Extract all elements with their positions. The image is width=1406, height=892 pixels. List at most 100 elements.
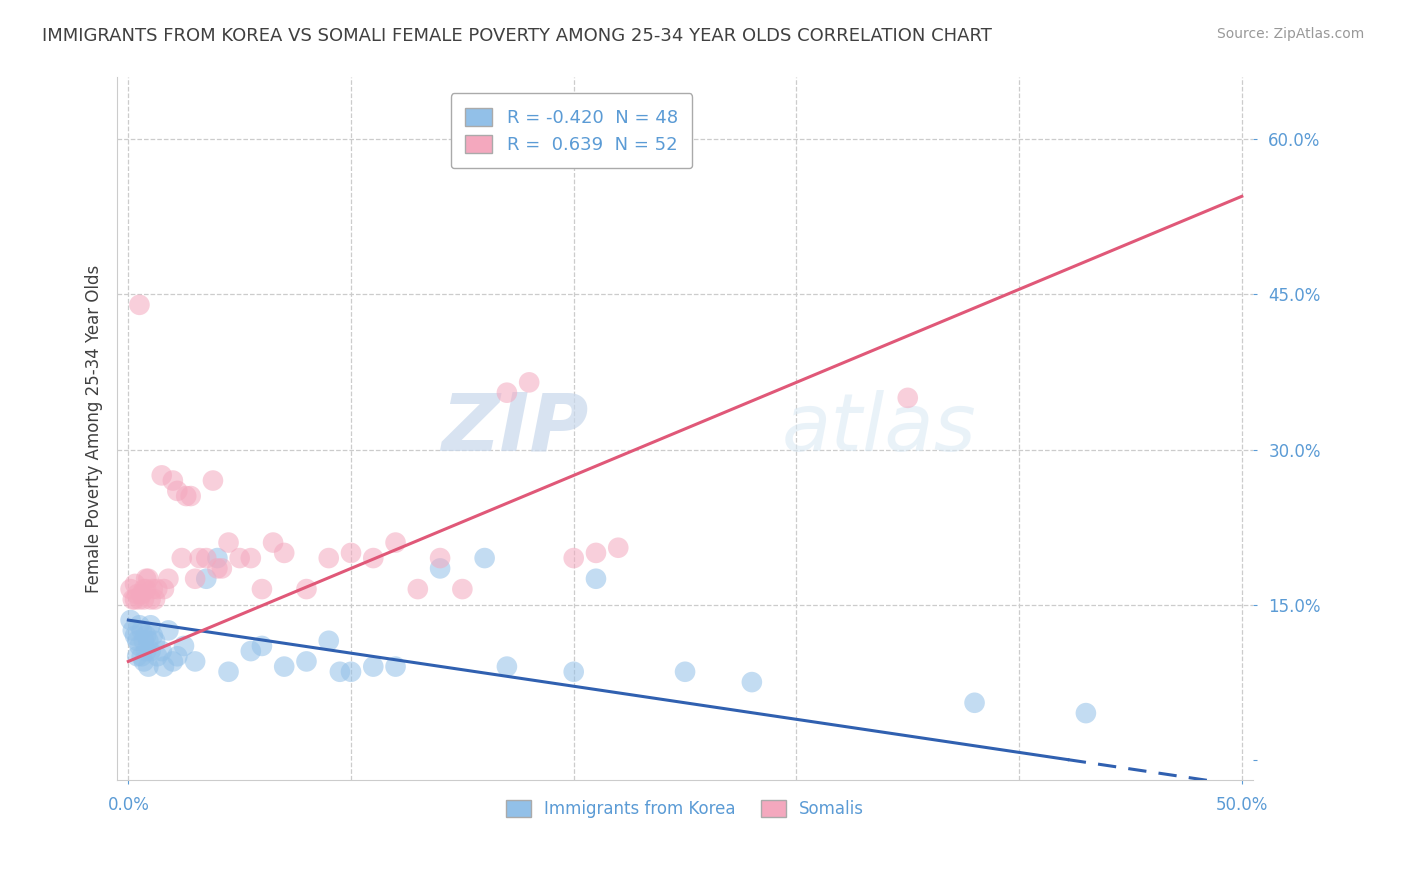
Point [239, 551, 262, 566]
Point [188, 551, 211, 566]
Point [963, 696, 986, 710]
Point [673, 665, 696, 679]
Point [174, 489, 197, 503]
Point [128, 618, 150, 632]
Point [184, 655, 207, 669]
Point [340, 546, 363, 560]
Point [131, 624, 153, 638]
Point [127, 649, 149, 664]
Point [157, 572, 180, 586]
Point [128, 639, 150, 653]
Point [250, 582, 273, 596]
Point [131, 587, 153, 601]
Point [132, 655, 155, 669]
Point [162, 655, 184, 669]
Point [166, 483, 188, 498]
Point [195, 551, 218, 566]
Text: IMMIGRANTS FROM KOREA VS SOMALI FEMALE POVERTY AMONG 25-34 YEAR OLDS CORRELATION: IMMIGRANTS FROM KOREA VS SOMALI FEMALE P… [42, 27, 993, 45]
Point [121, 624, 143, 638]
Y-axis label: Female Poverty Among 25-34 Year Olds: Female Poverty Among 25-34 Year Olds [86, 265, 103, 593]
Point [146, 582, 169, 596]
Point [120, 613, 142, 627]
Point [162, 474, 184, 488]
Point [295, 655, 318, 669]
Point [195, 572, 218, 586]
Point [146, 649, 169, 664]
Point [496, 659, 519, 673]
Point [207, 551, 229, 566]
Point [135, 582, 157, 596]
Point [135, 644, 157, 658]
Point [585, 546, 607, 560]
Point [150, 644, 173, 658]
Point [239, 644, 262, 658]
Point [1074, 706, 1097, 720]
Point [127, 633, 149, 648]
Point [135, 629, 157, 643]
Point [211, 561, 233, 575]
Point [184, 572, 207, 586]
Text: ZIP: ZIP [441, 390, 589, 468]
Text: atlas: atlas [782, 390, 976, 468]
Point [463, 132, 485, 146]
Point [124, 592, 146, 607]
Point [207, 561, 229, 575]
Point [143, 633, 166, 648]
Point [153, 659, 176, 673]
Point [128, 298, 150, 312]
Point [135, 572, 157, 586]
Legend: Immigrants from Korea, Somalis: Immigrants from Korea, Somalis [499, 793, 870, 825]
Point [384, 659, 406, 673]
Point [228, 551, 250, 566]
Point [318, 551, 340, 566]
Point [295, 582, 318, 596]
Point [201, 474, 224, 488]
Point [124, 577, 146, 591]
Point [139, 618, 162, 632]
Point [318, 633, 340, 648]
Point [132, 592, 155, 607]
Point [142, 629, 165, 643]
Point [132, 633, 155, 648]
Point [474, 551, 496, 566]
Point [131, 649, 153, 664]
Point [143, 592, 166, 607]
Point [340, 665, 363, 679]
Point [121, 592, 143, 607]
Point [451, 582, 474, 596]
Point [607, 541, 630, 555]
Point [361, 659, 384, 673]
Point [142, 582, 165, 596]
Point [429, 561, 451, 575]
Point [429, 551, 451, 566]
Point [384, 535, 406, 549]
Point [166, 649, 188, 664]
Point [262, 535, 284, 549]
Point [562, 665, 585, 679]
Point [517, 376, 540, 390]
Point [329, 665, 352, 679]
Point [139, 592, 162, 607]
Point [585, 572, 607, 586]
Point [139, 644, 162, 658]
Point [150, 468, 173, 483]
Point [218, 665, 240, 679]
Point [127, 587, 149, 601]
Point [361, 551, 384, 566]
Point [180, 489, 202, 503]
Point [138, 659, 160, 673]
Point [250, 639, 273, 653]
Point [157, 624, 180, 638]
Point [273, 546, 295, 560]
Point [218, 535, 240, 549]
Point [120, 582, 142, 596]
Point [153, 582, 176, 596]
Point [173, 639, 195, 653]
Point [273, 659, 295, 673]
Point [897, 391, 920, 405]
Text: Source: ZipAtlas.com: Source: ZipAtlas.com [1216, 27, 1364, 41]
Point [406, 582, 429, 596]
Point [741, 675, 763, 690]
Point [496, 385, 519, 400]
Point [138, 572, 160, 586]
